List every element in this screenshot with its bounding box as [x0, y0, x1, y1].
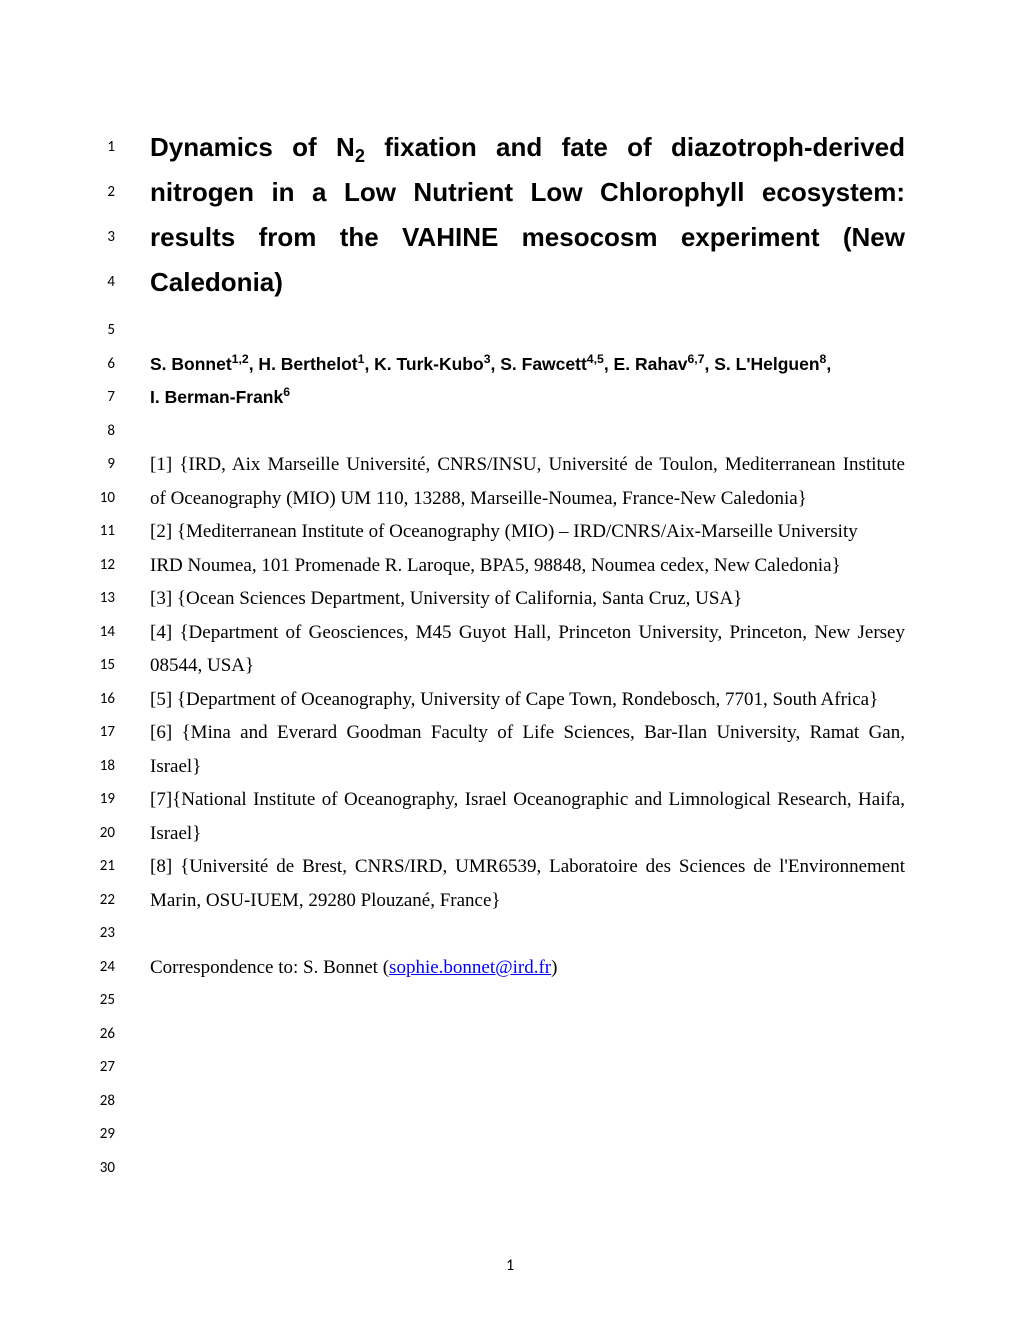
- title-line-2: nitrogen in a Low Nutrient Low Chlorophy…: [150, 170, 905, 215]
- line-number: 6: [85, 348, 115, 382]
- line-number: 13: [85, 582, 115, 616]
- line-number: 21: [85, 850, 115, 884]
- title-line-3: results from the VAHINE mesocosm experim…: [150, 215, 905, 260]
- blank-line: [150, 917, 905, 951]
- blank-line: [150, 305, 905, 339]
- author-list: S. Bonnet1,2, H. Berthelot1, K. Turk-Kub…: [150, 348, 905, 415]
- line-number: 10: [85, 482, 115, 516]
- line-number: 18: [85, 750, 115, 784]
- author-5: , E. Rahav: [604, 354, 688, 374]
- correspondence-line: Correspondence to: S. Bonnet (sophie.bon…: [150, 951, 905, 985]
- line-number: 9: [85, 448, 115, 482]
- manuscript-page: 1 2 3 4 5 6 7 8 9 10 11 12 13 14 15 16 1…: [0, 0, 1020, 1320]
- line-number: 8: [85, 415, 115, 449]
- line-number: 5: [85, 314, 115, 348]
- affiliation-6-cont: Israel}: [150, 750, 905, 784]
- line-number: 25: [85, 984, 115, 1018]
- affiliation-8: [8] {Université de Brest, CNRS/IRD, UMR6…: [150, 850, 905, 884]
- line-number: 1: [85, 125, 115, 170]
- line-number: 15: [85, 649, 115, 683]
- line-number-gutter: 1 2 3 4 5 6 7 8 9 10 11 12 13 14 15 16 1…: [85, 125, 115, 1185]
- affiliation-8-cont: Marin, OSU-IUEM, 29280 Plouzané, France}: [150, 884, 905, 918]
- blank-line: [150, 984, 905, 1018]
- line-number: 3: [85, 215, 115, 260]
- line-number: 26: [85, 1018, 115, 1052]
- blank-line: [150, 1118, 905, 1152]
- affiliation-4: [4] {Department of Geosciences, M45 Guyo…: [150, 616, 905, 650]
- line-number: 16: [85, 683, 115, 717]
- affiliation-7-cont: Israel}: [150, 817, 905, 851]
- line-number: 19: [85, 783, 115, 817]
- line-number: 23: [85, 917, 115, 951]
- blank-line: [150, 1018, 905, 1052]
- author-3: , K. Turk-Kubo: [364, 354, 483, 374]
- line-number: 29: [85, 1118, 115, 1152]
- page-number: 1: [0, 1256, 1020, 1275]
- blank-line: [150, 1085, 905, 1119]
- author-2: , H. Berthelot: [249, 354, 358, 374]
- affiliation-list: [1] {IRD, Aix Marseille Université, CNRS…: [150, 448, 905, 917]
- line-number: 2: [85, 170, 115, 215]
- affiliation-3: [3] {Ocean Sciences Department, Universi…: [150, 582, 905, 616]
- affiliation-1-cont: of Oceanography (MIO) UM 110, 13288, Mar…: [150, 482, 905, 516]
- correspondence-prefix: Correspondence to: S. Bonnet (: [150, 957, 389, 978]
- author-7: I. Berman-Frank: [150, 387, 283, 407]
- affiliation-4-cont: 08544, USA}: [150, 649, 905, 683]
- line-number: 20: [85, 817, 115, 851]
- line-number: 22: [85, 884, 115, 918]
- author-6: , S. L'Helguen: [705, 354, 820, 374]
- line-number: 28: [85, 1085, 115, 1119]
- affiliation-7: [7]{National Institute of Oceanography, …: [150, 783, 905, 817]
- line-number: 30: [85, 1152, 115, 1186]
- blank-line: [150, 1152, 905, 1186]
- affiliation-1: [1] {IRD, Aix Marseille Université, CNRS…: [150, 448, 905, 482]
- line-number: 17: [85, 716, 115, 750]
- title-line-4: Caledonia): [150, 260, 905, 305]
- blank-line: [150, 1051, 905, 1085]
- author-4: , S. Fawcett: [491, 354, 587, 374]
- correspondence-suffix: ): [551, 957, 557, 978]
- line-number: 12: [85, 549, 115, 583]
- line-number: 24: [85, 951, 115, 985]
- affiliation-2-cont: IRD Noumea, 101 Promenade R. Laroque, BP…: [150, 549, 905, 583]
- correspondence-email-link[interactable]: sophie.bonnet@ird.fr: [389, 957, 551, 978]
- affiliation-5: [5] {Department of Oceanography, Univers…: [150, 683, 905, 717]
- title-line-1: Dynamics of N2 fixation and fate of diaz…: [150, 125, 905, 170]
- affiliation-2: [2] {Mediterranean Institute of Oceanogr…: [150, 515, 905, 549]
- line-number: 7: [85, 381, 115, 415]
- line-number: 11: [85, 515, 115, 549]
- paper-title: Dynamics of N2 fixation and fate of diaz…: [150, 125, 905, 305]
- line-number: 14: [85, 616, 115, 650]
- line-number: 4: [85, 260, 115, 305]
- affiliation-6: [6] {Mina and Everard Goodman Faculty of…: [150, 716, 905, 750]
- line-number: 27: [85, 1051, 115, 1085]
- author-1: S. Bonnet: [150, 354, 232, 374]
- blank-line: [150, 415, 905, 449]
